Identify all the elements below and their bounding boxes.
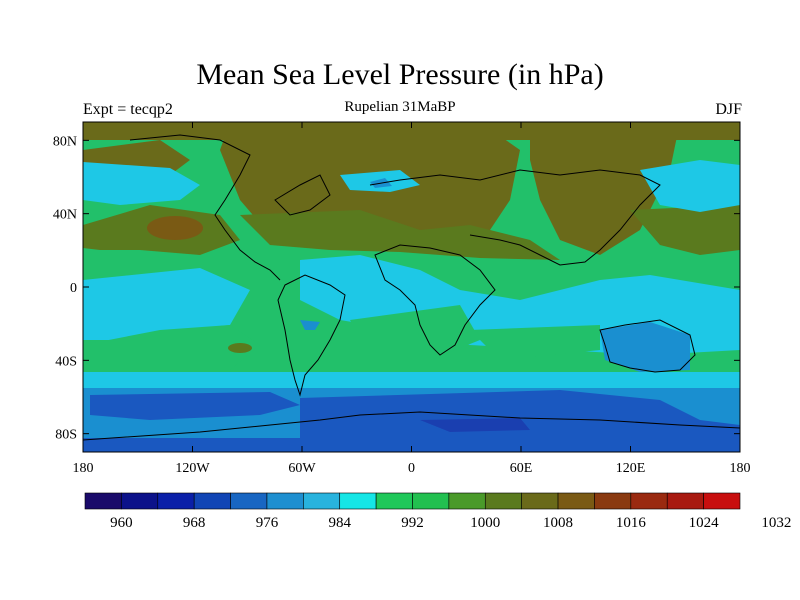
colorbar-label: 960: [110, 515, 133, 531]
season-label: DJF: [715, 101, 742, 118]
colorbar-swatch: [230, 492, 268, 510]
lat-tick-label: 0: [70, 281, 77, 296]
colorbar-swatch: [412, 492, 450, 510]
latitude-axis: 80N 40N 0 40S 80S: [53, 134, 740, 443]
lat-tick-label: 80N: [53, 134, 77, 149]
coastlines: [83, 134, 740, 441]
lat-tick-label: 40S: [55, 354, 77, 369]
lon-tick-label: 120W: [175, 461, 210, 476]
colorbar-swatch: [339, 492, 377, 510]
colorbar-swatch: [375, 492, 413, 510]
colorbar: 960968976984992100010081016102410321040: [84, 492, 791, 531]
east-pacific-ridge: [630, 205, 740, 255]
atlantic-ridge: [240, 210, 560, 260]
colorbar-swatch: [266, 492, 304, 510]
colorbar-swatch: [303, 492, 341, 510]
lon-tick-label: 60E: [510, 461, 533, 476]
colorbar-swatch: [557, 492, 595, 510]
circumpolar-low-core: [420, 418, 530, 432]
antarctic-band: [83, 438, 740, 452]
lon-tick-label: 180: [730, 461, 751, 476]
pressure-field: [83, 122, 740, 452]
chart-title: Mean Sea Level Pressure (in hPa): [196, 58, 604, 91]
period-label: Rupelian 31MaBP: [344, 99, 456, 115]
pacific-high-core: [147, 216, 203, 240]
colorbar-label: 976: [256, 515, 279, 531]
lat-tick-label: 80S: [55, 428, 77, 443]
longitude-axis: 180 120W 60W 0 60E 120E 180: [73, 122, 751, 476]
colorbar-label: 1008: [543, 515, 573, 531]
eurasia-coast: [369, 169, 661, 266]
antarctica-coast: [83, 411, 740, 441]
colorbar-swatch: [193, 492, 231, 510]
aleutian-low: [83, 162, 200, 205]
south-america-coast: [277, 274, 346, 397]
colorbar-label: 1000: [470, 515, 500, 531]
colorbar-swatch: [157, 492, 195, 510]
australia-coast: [599, 319, 696, 373]
south-pacific-high-core: [228, 343, 252, 353]
north-america-coast: [129, 134, 281, 281]
africa-coast: [374, 244, 496, 356]
australia-low: [600, 322, 690, 372]
indian-ocean-high: [470, 325, 600, 360]
colorbar-label: 1032: [761, 515, 791, 531]
north-pacific-low-east: [640, 160, 740, 212]
south-pacific-low: [90, 392, 300, 420]
colorbar-swatch: [448, 492, 486, 510]
lon-tick-label: 0: [408, 461, 415, 476]
colorbar-swatch: [84, 492, 122, 510]
experiment-label: Expt = tecqp2: [83, 101, 173, 118]
colorbar-swatch: [594, 492, 632, 510]
colorbar-label: 992: [401, 515, 424, 531]
colorbar-swatch: [666, 492, 704, 510]
south-pacific-high: [83, 325, 260, 372]
colorbar-swatch: [630, 492, 668, 510]
colorbar-label: 968: [183, 515, 206, 531]
greenland-coast: [274, 174, 331, 216]
colorbar-swatch: [484, 492, 522, 510]
colorbar-swatch: [121, 492, 159, 510]
lat-tick-label: 40N: [53, 208, 77, 223]
southern-midlat-band: [83, 372, 740, 392]
colorbar-swatch: [521, 492, 559, 510]
colorbar-label: 1024: [689, 515, 720, 531]
tropical-pacific-low: [83, 268, 250, 340]
south-atlantic-high: [350, 305, 480, 360]
lon-tick-label: 120E: [616, 461, 646, 476]
colorbar-label: 984: [328, 515, 351, 531]
lon-tick-label: 60W: [288, 461, 316, 476]
colorbar-label: 1016: [616, 515, 647, 531]
colorbar-swatch: [703, 492, 741, 510]
south-america-low: [300, 320, 320, 330]
lon-tick-label: 180: [73, 461, 94, 476]
